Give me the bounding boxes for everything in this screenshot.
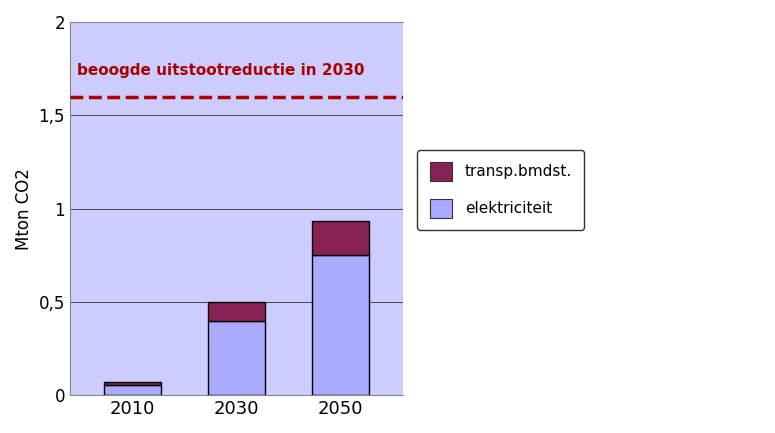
Bar <box>208 321 265 395</box>
Bar <box>312 255 369 395</box>
Y-axis label: Mton CO2: Mton CO2 <box>15 168 33 249</box>
Legend: transp.bmdst., elektriciteit: transp.bmdst., elektriciteit <box>417 150 584 230</box>
Bar <box>104 385 161 395</box>
Bar <box>312 221 369 255</box>
Text: beoogde uitstootreductie in 2030: beoogde uitstootreductie in 2030 <box>77 63 364 78</box>
Bar <box>104 382 161 385</box>
Bar <box>208 302 265 321</box>
